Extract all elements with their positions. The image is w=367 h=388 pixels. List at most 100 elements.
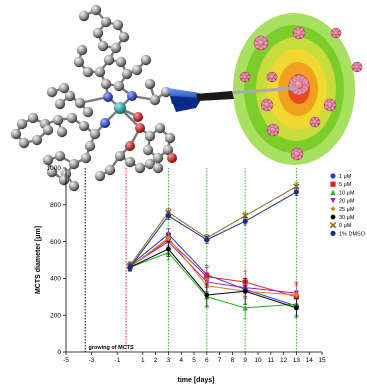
carbon-atom (142, 144, 154, 156)
carbon-atom (18, 137, 30, 149)
x-tick-label: 3 (167, 357, 171, 364)
series-group (126, 182, 300, 320)
x-tick-label: -3 (89, 357, 95, 364)
carbon-atom (78, 120, 90, 132)
x-tick-label: -5 (63, 357, 69, 364)
legend-item: 20 μM (330, 198, 355, 205)
carbon-atom (152, 152, 164, 164)
carbon-atom (100, 16, 112, 28)
legend-item: 30 μM (330, 214, 355, 221)
nitrogen-atom (103, 92, 113, 102)
y-tick-label: 600 (50, 239, 61, 246)
carbon-atom (112, 19, 124, 31)
carbon-atom (162, 144, 174, 156)
legend: 1 μM 5 μM 10 μM 20 μM 25 μM 30 μM 0 μM 1% DMSO (329, 173, 366, 237)
data-point (204, 237, 210, 243)
carbon-atom (94, 66, 106, 78)
data-point (330, 214, 336, 220)
carbon-atom (52, 114, 64, 126)
carbon-atom (140, 54, 152, 66)
carbon-atom (46, 86, 58, 98)
carbon-atom (144, 158, 156, 170)
target-illustration (233, 13, 363, 165)
reference-lines (84, 168, 297, 352)
spheroid-cell (291, 153, 296, 158)
x-tick-label: 5 (192, 357, 196, 364)
spheroid-cell (297, 155, 302, 160)
data-point (329, 222, 337, 229)
carbon-atom (121, 68, 133, 80)
spheroid-cell (311, 123, 315, 127)
data-point (165, 235, 171, 241)
spheroid-cell (301, 30, 306, 36)
legend-label: 30 μM (339, 215, 355, 221)
x-tick-label: 15 (318, 357, 326, 364)
spheroid-cell (314, 123, 319, 127)
spheroid-cell (353, 62, 357, 66)
carbon-atom (66, 112, 78, 124)
spheroid-cell (267, 99, 272, 104)
x-tick-label: 7 (218, 357, 222, 364)
y-tick-label: 200 (50, 312, 61, 319)
carbon-atom (46, 166, 58, 178)
spheroid-cell (239, 75, 244, 79)
spheroid-cell (273, 131, 278, 136)
carbon-atom (113, 80, 125, 92)
dart-fin-lower (170, 96, 202, 112)
oxygen-atom (125, 141, 135, 151)
legend-label: 20 μM (339, 199, 355, 205)
spheroid-cell (293, 29, 298, 34)
spheroid-cell (330, 99, 335, 104)
carbon-atom (10, 128, 22, 140)
spheroid-cell (275, 127, 280, 133)
data-point (330, 173, 336, 179)
x-tick-label: 1 (141, 357, 145, 364)
carbon-atom (110, 42, 122, 54)
spheroid-cell (291, 150, 296, 155)
spheroid-cell (332, 28, 336, 32)
data-point (165, 213, 171, 219)
spheroid-cell (299, 27, 304, 32)
spheroid-cell (263, 107, 269, 112)
y-tick-label: 1000 (47, 165, 62, 172)
carbon-atom (94, 170, 106, 182)
x-tick-label: 12 (280, 357, 288, 364)
carbon-atom (54, 98, 66, 110)
spheroid-cell (301, 78, 309, 85)
carbon-atom (97, 40, 109, 52)
legend-item: 10 μM (330, 189, 355, 196)
molecule-illustration (10, 4, 177, 192)
spheroid-cell (269, 132, 275, 137)
carbon-atom (118, 31, 130, 43)
nitrogen-atom (127, 91, 137, 101)
spheroid-cell (268, 78, 272, 82)
carbon-atom (78, 10, 90, 22)
carbon-atom (68, 158, 80, 170)
carbon-atom (152, 162, 164, 174)
carbon-atom (90, 4, 102, 16)
oxygen-atom (135, 123, 145, 133)
spheroid-cell (299, 151, 304, 157)
carbon-atom (114, 150, 126, 162)
x-tick-label: 9 (243, 357, 247, 364)
data-point (293, 292, 299, 298)
x-tick-label: 11 (267, 357, 274, 364)
carbon-atom (84, 140, 96, 152)
spheroid-cell (241, 72, 245, 76)
spheroid-cell (271, 72, 276, 76)
series (127, 228, 299, 316)
carbon-atom (164, 132, 176, 144)
spheroid-cell (330, 31, 335, 35)
spheroid-cell (293, 32, 298, 37)
spheroid-cell (273, 75, 278, 79)
spheroid-cell (266, 75, 271, 79)
spheroid-cell (244, 72, 249, 76)
series-line (129, 191, 297, 268)
spheroid-cell (311, 117, 315, 121)
spheroid-cell (267, 126, 272, 131)
data-point (330, 198, 336, 204)
spheroid-cell (261, 104, 266, 109)
data-point (242, 218, 248, 224)
spheroid-cell (246, 75, 251, 79)
